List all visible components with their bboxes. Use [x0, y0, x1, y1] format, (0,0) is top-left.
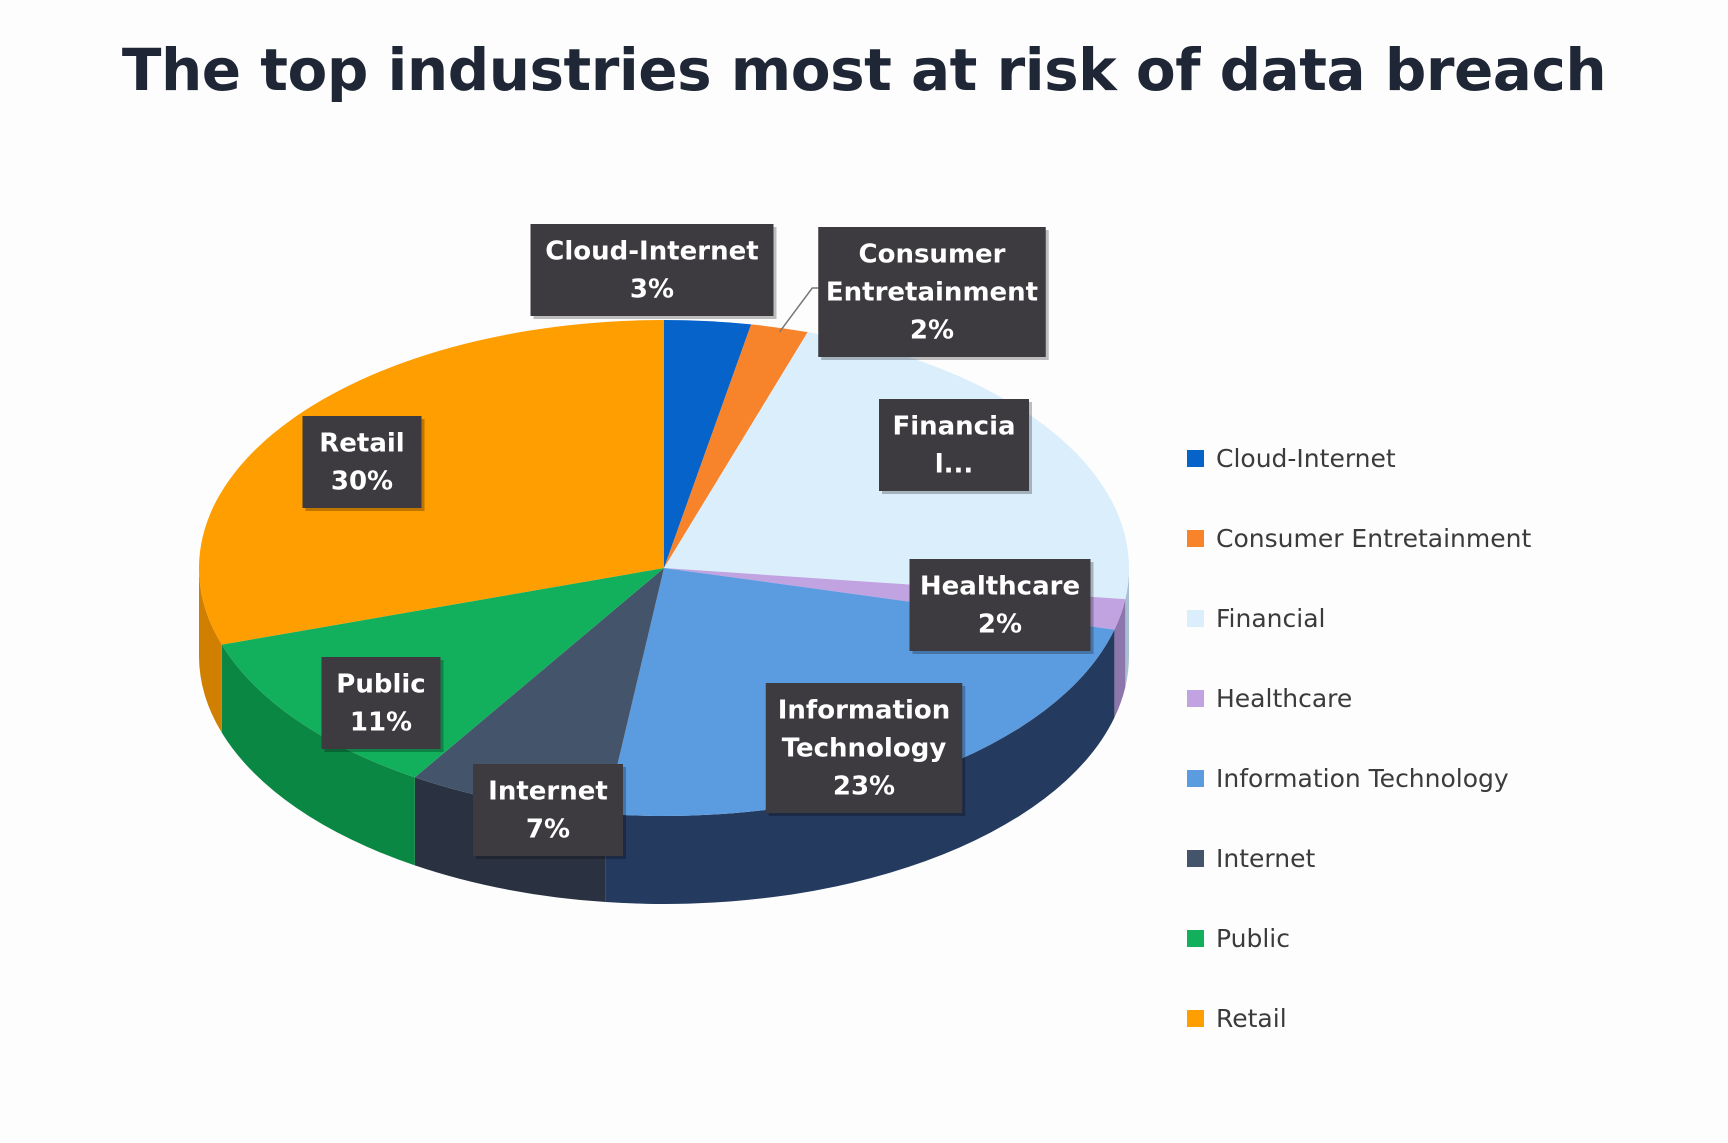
chart-title: The top industries most at risk of data … [121, 36, 1607, 104]
data-label-box [302, 416, 422, 508]
data-label-text: 3% [630, 274, 674, 304]
data-label-text: 30% [331, 466, 393, 496]
legend-swatch [1187, 449, 1204, 467]
data-label-text: Consumer [859, 239, 1006, 269]
data-label-consumer-entretainment: Consumer Entretainment 2% [818, 227, 1049, 360]
data-label-public: Public 11% [321, 657, 444, 752]
pie-slice-internet [414, 568, 664, 815]
data-label-text: l... [935, 449, 974, 479]
legend-label: Public [1216, 923, 1290, 953]
legend-item-financial: Financial [1187, 578, 1707, 658]
pie-side-financial [1125, 568, 1129, 688]
legend-label: Internet [1216, 843, 1316, 873]
data-label-text: Healthcare [920, 571, 1080, 601]
legend-item-healthcare: Healthcare [1187, 658, 1707, 738]
pie-side-healthcare [1114, 599, 1126, 718]
legend-label: Retail [1216, 1003, 1287, 1033]
data-label-text: 2% [910, 315, 954, 345]
legend-item-cloud-internet: Cloud-Internet [1187, 418, 1707, 498]
data-label-text: Public [336, 669, 425, 699]
legend-item-consumer-entretainment: Consumer Entretainment [1187, 498, 1707, 578]
legend-swatch [1187, 609, 1204, 627]
legend-item-internet: Internet [1187, 818, 1707, 898]
legend: Cloud-Internet Consumer Entretainment Fina… [1187, 418, 1707, 1058]
data-label-text: Entretainment [826, 277, 1038, 307]
data-label-text: 23% [833, 771, 895, 801]
legend-label: Cloud-Internet [1216, 443, 1396, 473]
legend-label: Information Technology [1216, 763, 1509, 793]
data-label-text: Internet [488, 776, 608, 806]
pie-slice-consumer-entretainment [664, 324, 808, 568]
legend-label: Financial [1216, 603, 1326, 633]
legend-label: Consumer Entretainment [1216, 523, 1532, 553]
data-label-retail: Retail 30% [302, 416, 425, 511]
data-label-text: Cloud-Internet [545, 236, 758, 266]
data-label-box [879, 399, 1029, 491]
data-label-text: Financia [892, 411, 1015, 441]
leader-line-consumer-entretainment [779, 287, 819, 333]
data-label-box [473, 764, 623, 856]
data-label-text: Retail [319, 428, 404, 458]
data-label-text: 11% [350, 707, 412, 737]
data-label-financial: Financia l... [879, 399, 1032, 494]
legend-swatch [1187, 529, 1204, 547]
legend-item-retail: Retail [1187, 978, 1707, 1058]
legend-swatch [1187, 849, 1204, 867]
legend-swatch [1187, 769, 1204, 787]
legend-swatch [1187, 1009, 1204, 1027]
legend-item-information-technology: Information Technology [1187, 738, 1707, 818]
pie-leaders [779, 287, 819, 333]
data-label-text: 2% [978, 609, 1022, 639]
pie-labels: Cloud-Internet 3% Consumer Entretainment 2% F… [302, 224, 1094, 859]
data-label-box [909, 559, 1091, 651]
data-label-healthcare: Healthcare 2% [909, 559, 1094, 654]
pie-slice-cloud-internet [664, 320, 752, 568]
pie-side-public [221, 644, 415, 866]
data-label-information-technology: Information Technology 23% [765, 683, 966, 816]
pie-side-information-technology [605, 629, 1115, 904]
data-label-text: Technology [782, 733, 947, 763]
data-label-box [818, 227, 1046, 357]
data-label-box [530, 224, 774, 316]
legend-swatch [1187, 689, 1204, 707]
data-label-box [765, 683, 963, 813]
legend-item-public: Public [1187, 898, 1707, 978]
data-label-text: 7% [526, 814, 570, 844]
data-label-box [321, 657, 441, 749]
pie-slice-retail [198, 320, 664, 645]
data-label-cloud-internet: Cloud-Internet 3% [530, 224, 777, 319]
legend-swatch [1187, 929, 1204, 947]
legend-label: Healthcare [1216, 683, 1353, 713]
data-label-internet: Internet 7% [473, 764, 626, 859]
pie-side-retail [199, 568, 222, 733]
data-label-text: Information [778, 695, 951, 725]
